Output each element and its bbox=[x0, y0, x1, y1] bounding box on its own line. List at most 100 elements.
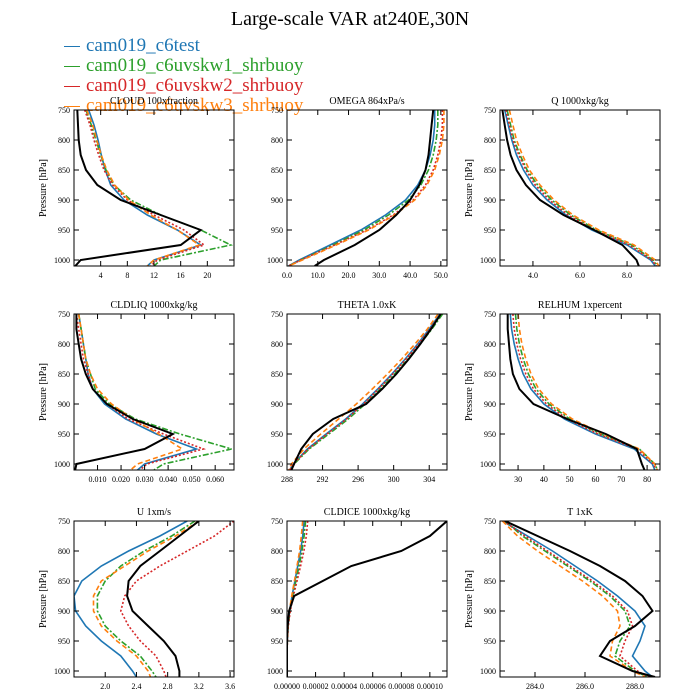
series-line bbox=[501, 521, 646, 677]
series-line bbox=[77, 314, 232, 470]
chart-panel: 30 40 50 60 70 80 750 800 850 900 950 1000 RELHUM 1x… bbox=[464, 300, 661, 484]
panel-title: RELHUM 1xpercent bbox=[538, 300, 622, 311]
x-tick-label: 286.0 bbox=[576, 682, 594, 691]
x-tick-label: 4 bbox=[99, 271, 103, 280]
x-tick-label: 20.0 bbox=[342, 271, 356, 280]
y-axis-label: Pressure [hPa] bbox=[38, 363, 49, 421]
y-tick-label: 800 bbox=[484, 547, 496, 556]
reference-series-line bbox=[290, 314, 442, 470]
y-tick-label: 850 bbox=[58, 370, 70, 379]
series-line bbox=[517, 314, 659, 470]
y-tick-label: 850 bbox=[58, 577, 70, 586]
series-line bbox=[288, 314, 439, 470]
legend-label: cam019_c6uvskw1_shrbuoy bbox=[86, 55, 304, 76]
panel-title: CLOUD 100xfraction bbox=[110, 96, 198, 107]
x-tick-label: 80 bbox=[643, 475, 651, 484]
y-tick-label: 1000 bbox=[480, 256, 496, 265]
x-tick-label: 0.010 bbox=[89, 475, 107, 484]
y-tick-label: 850 bbox=[271, 370, 283, 379]
x-tick-label: 30.0 bbox=[372, 271, 386, 280]
y-tick-label: 750 bbox=[58, 517, 70, 526]
panel-title: OMEGA 864xPa/s bbox=[329, 96, 404, 107]
series-line bbox=[287, 521, 309, 677]
panel-title: CLDICE 1000xkg/kg bbox=[324, 507, 410, 518]
y-tick-label: 950 bbox=[484, 226, 496, 235]
x-tick-label: 2.0 bbox=[100, 682, 110, 691]
panel-frame bbox=[73, 109, 235, 267]
y-tick-label: 1000 bbox=[267, 667, 283, 676]
chart-panel: 4.0 6.0 8.0 750 800 850 900 950 1000 Q 1000xkg/kg… bbox=[464, 96, 661, 280]
x-tick-label: 3.2 bbox=[194, 682, 204, 691]
y-tick-label: 1000 bbox=[480, 460, 496, 469]
legend-label: cam019_c6test bbox=[86, 35, 200, 56]
series-line bbox=[508, 110, 660, 266]
reference-series-line bbox=[74, 110, 203, 266]
reference-series-line bbox=[287, 521, 447, 677]
series-line bbox=[77, 314, 185, 470]
legend-item: cam019_c6uvskw2_shrbuoy bbox=[64, 76, 303, 96]
y-axis-label: Pressure [hPa] bbox=[464, 159, 475, 217]
reference-series-line bbox=[74, 314, 176, 470]
reference-series-line bbox=[504, 521, 656, 677]
y-tick-label: 750 bbox=[484, 310, 496, 319]
series-line bbox=[288, 110, 436, 266]
x-tick-label: 292 bbox=[317, 475, 329, 484]
y-tick-label: 1000 bbox=[480, 667, 496, 676]
x-tick-label: 60 bbox=[591, 475, 599, 484]
chart-panel: 0.00000 0.00002 0.00004 0.00006 0.00008 0.000… bbox=[267, 507, 448, 691]
y-tick-label: 1000 bbox=[54, 460, 70, 469]
series-line bbox=[74, 521, 188, 677]
panel-frame bbox=[286, 109, 448, 267]
reference-series-line bbox=[506, 314, 646, 470]
x-tick-label: 50.0 bbox=[434, 271, 448, 280]
y-axis-label: Pressure [hPa] bbox=[464, 570, 475, 628]
y-tick-label: 900 bbox=[484, 607, 496, 616]
y-tick-label: 800 bbox=[58, 547, 70, 556]
y-tick-label: 900 bbox=[484, 196, 496, 205]
legend-item: cam019_c6test bbox=[64, 36, 303, 56]
y-tick-label: 900 bbox=[58, 196, 70, 205]
chart-panel: 2.0 2.4 2.8 3.2 3.6 750 800 850 900 950 1000 U 1xm/… bbox=[38, 507, 235, 691]
x-tick-label: 284.0 bbox=[526, 682, 544, 691]
series-line bbox=[503, 521, 650, 677]
y-tick-label: 750 bbox=[271, 106, 283, 115]
panel-title: Q 1000xkg/kg bbox=[551, 96, 609, 107]
y-tick-label: 750 bbox=[58, 310, 70, 319]
y-tick-label: 900 bbox=[58, 607, 70, 616]
chart-panel: 0.0 10.0 20.0 30.0 40.0 50.0 750 800 850 900 950 10… bbox=[267, 96, 448, 280]
series-line bbox=[512, 314, 657, 470]
y-axis-label: Pressure [hPa] bbox=[38, 570, 49, 628]
x-tick-label: 0.030 bbox=[136, 475, 154, 484]
legend: cam019_c6test cam019_c6uvskw1_shrbuoy ca… bbox=[64, 36, 303, 116]
y-tick-label: 900 bbox=[484, 400, 496, 409]
x-tick-label: 50 bbox=[566, 475, 574, 484]
x-tick-label: 296 bbox=[352, 475, 364, 484]
x-tick-label: 300 bbox=[388, 475, 400, 484]
x-tick-label: 0.040 bbox=[159, 475, 177, 484]
panel-title: CLDLIQ 1000xkg/kg bbox=[111, 300, 198, 311]
panel-frame bbox=[499, 109, 661, 267]
y-tick-label: 950 bbox=[484, 637, 496, 646]
y-axis-label: Pressure [hPa] bbox=[38, 159, 49, 217]
series-line bbox=[287, 521, 305, 677]
y-axis-label: Pressure [hPa] bbox=[464, 363, 475, 421]
x-tick-label: 40.0 bbox=[403, 271, 417, 280]
y-tick-label: 1000 bbox=[267, 460, 283, 469]
y-tick-label: 1000 bbox=[54, 256, 70, 265]
y-tick-label: 800 bbox=[271, 340, 283, 349]
x-tick-label: 0.00008 bbox=[388, 682, 414, 691]
y-tick-label: 900 bbox=[58, 400, 70, 409]
series-line bbox=[287, 521, 304, 677]
y-tick-label: 950 bbox=[271, 430, 283, 439]
y-tick-label: 1000 bbox=[54, 667, 70, 676]
series-line bbox=[503, 110, 656, 266]
reference-series-line bbox=[126, 521, 200, 677]
series-line bbox=[83, 110, 206, 266]
x-tick-label: 4.0 bbox=[528, 271, 538, 280]
x-tick-label: 70 bbox=[617, 475, 625, 484]
panel-title: T 1xK bbox=[567, 507, 593, 518]
series-line bbox=[87, 110, 203, 266]
y-tick-label: 800 bbox=[58, 340, 70, 349]
series-line bbox=[502, 521, 653, 677]
